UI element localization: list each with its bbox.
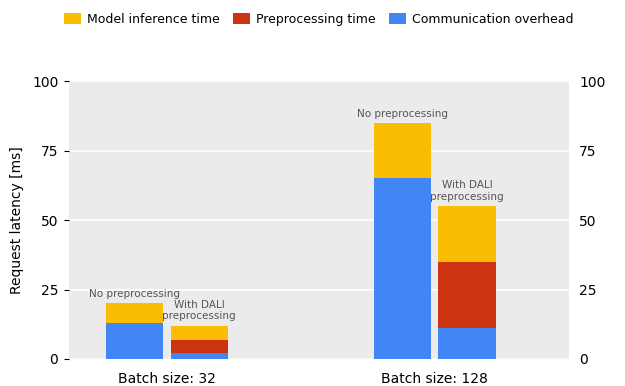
Bar [374,123,431,178]
Text: With DALI
preprocessing: With DALI preprocessing [162,300,236,322]
Bar [171,340,227,354]
Bar [438,206,496,262]
Bar [106,323,163,359]
Y-axis label: Request latency [ms]: Request latency [ms] [9,146,24,294]
Bar [106,303,163,323]
Text: No preprocessing: No preprocessing [357,108,448,119]
Bar [438,262,496,328]
Bar [374,178,431,359]
Text: With DALI
preprocessing: With DALI preprocessing [430,180,504,202]
Text: No preprocessing: No preprocessing [89,289,181,299]
Bar [171,326,227,340]
Bar [171,354,227,359]
Legend: Model inference time, Preprocessing time, Communication overhead: Model inference time, Preprocessing time… [59,8,579,31]
Bar [438,328,496,359]
